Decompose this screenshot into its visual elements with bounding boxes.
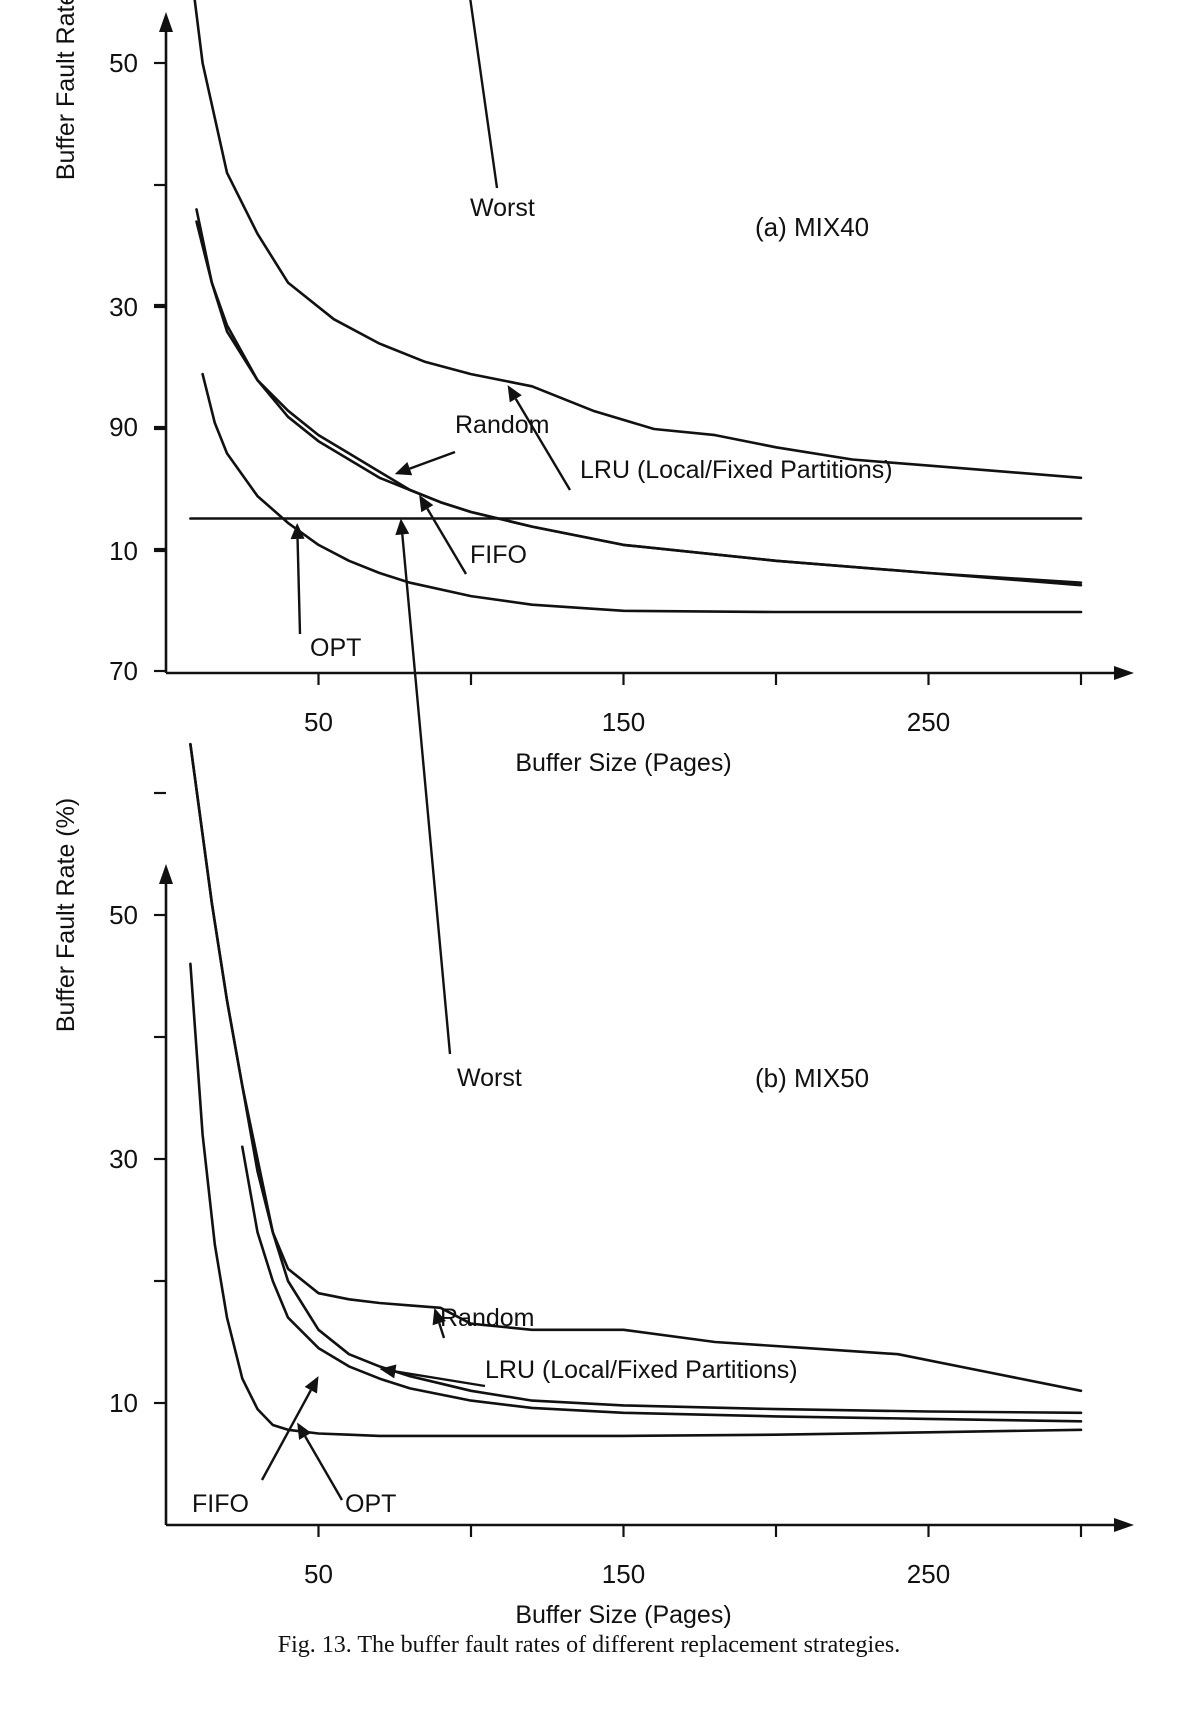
- annotation-worst: Worst: [457, 1064, 522, 1092]
- y-tick-label: 50: [109, 48, 138, 78]
- series-line-lru-local-fixed-partitions: [195, 208, 1083, 587]
- panel-title: (a) MIX40: [755, 212, 869, 242]
- annotation-arrow-random: [409, 450, 456, 470]
- annotation-fifo: FIFO: [192, 1490, 249, 1518]
- y-tick-label: 50: [109, 900, 138, 930]
- x-tick-label: 50: [304, 1559, 333, 1589]
- series-line-opt: [201, 372, 1083, 614]
- x-tick-label: 50: [304, 707, 333, 737]
- y-axis-arrow: [159, 864, 173, 884]
- annotation-arrowhead-lru-local-fixed-partitions: [379, 1364, 397, 1379]
- y-axis-arrow: [159, 12, 173, 32]
- annotation-arrowhead-worst: [395, 518, 410, 536]
- figure-caption: Fig. 13. The buffer fault rates of diffe…: [277, 1632, 901, 1658]
- series-line-lru-local-fixed-partitions: [189, 742, 1083, 1415]
- panel-a-mix40: 50 150 250 10 30 50 70 90 Buffer Size (Pages) Buf…: [52, 0, 1134, 777]
- annotation-lru-local-fixed-partitions: LRU (Local/Fixed Partitions): [580, 456, 893, 484]
- annotation-arrow-worst: [469, 0, 499, 189]
- annotation-arrowhead-fifo: [419, 494, 434, 513]
- x-tick-label: 150: [602, 1559, 645, 1589]
- annotation-random: Random: [440, 1304, 535, 1332]
- annotation-arrow-lru-local-fixed-partitions: [395, 1370, 486, 1388]
- series-line-opt: [241, 1145, 1083, 1423]
- annotation-arrowhead-random: [432, 1307, 446, 1326]
- x-axis-label: Buffer Size (Pages): [515, 749, 731, 777]
- series-line-random: [189, 742, 1083, 1393]
- x-axis-arrow: [1114, 1518, 1134, 1532]
- annotation-arrow-worst: [401, 534, 452, 1055]
- annotation-opt: OPT: [310, 634, 361, 662]
- y-axis-label: Buffer Fault Rate (%): [52, 0, 80, 180]
- y-tick-label: 10: [109, 1388, 138, 1418]
- series-line-fifo: [189, 962, 1083, 1438]
- annotation-arrowhead-random: [394, 462, 413, 476]
- panel-b-mix50: 50 150 250 10 30 50 70 90 Buffer Size (Pages) Buf…: [52, 303, 1134, 1629]
- y-tick-label: 30: [109, 1144, 138, 1174]
- annotation-arrow-random: [438, 1322, 446, 1339]
- series-line-random: [193, 0, 1083, 480]
- y-tick-label: 10: [109, 536, 138, 566]
- annotation-arrowhead-lru-local-fixed-partitions: [507, 385, 522, 403]
- panel-title: (b) MIX50: [755, 1063, 869, 1093]
- x-tick-label: 250: [907, 707, 950, 737]
- x-axis-arrow: [1114, 666, 1134, 680]
- y-tick-label: 90: [109, 412, 138, 442]
- annotation-arrowhead-opt: [290, 522, 305, 540]
- x-axis-label: Buffer Size (Pages): [515, 1601, 731, 1629]
- annotation-arrow-fifo: [260, 1389, 312, 1481]
- annotation-arrow-lru-local-fixed-partitions: [514, 398, 572, 491]
- annotation-arrowhead-opt: [297, 1422, 312, 1440]
- y-axis-label: Buffer Fault Rate (%): [52, 798, 80, 1032]
- annotation-opt: OPT: [345, 1490, 396, 1518]
- annotation-arrowhead-fifo: [304, 1376, 319, 1394]
- annotation-fifo: FIFO: [470, 541, 527, 569]
- annotation-worst: Worst: [470, 194, 535, 222]
- annotation-arrow-opt: [304, 1435, 344, 1501]
- y-tick-label: 30: [109, 292, 138, 322]
- annotation-random: Random: [455, 411, 550, 439]
- x-tick-label: 250: [907, 1559, 950, 1589]
- annotation-lru-local-fixed-partitions: LRU (Local/Fixed Partitions): [485, 1356, 798, 1384]
- y-tick-label: 70: [109, 656, 138, 686]
- series-line-fifo: [195, 220, 1083, 584]
- x-tick-label: 150: [602, 707, 645, 737]
- annotation-arrow-opt: [296, 538, 302, 635]
